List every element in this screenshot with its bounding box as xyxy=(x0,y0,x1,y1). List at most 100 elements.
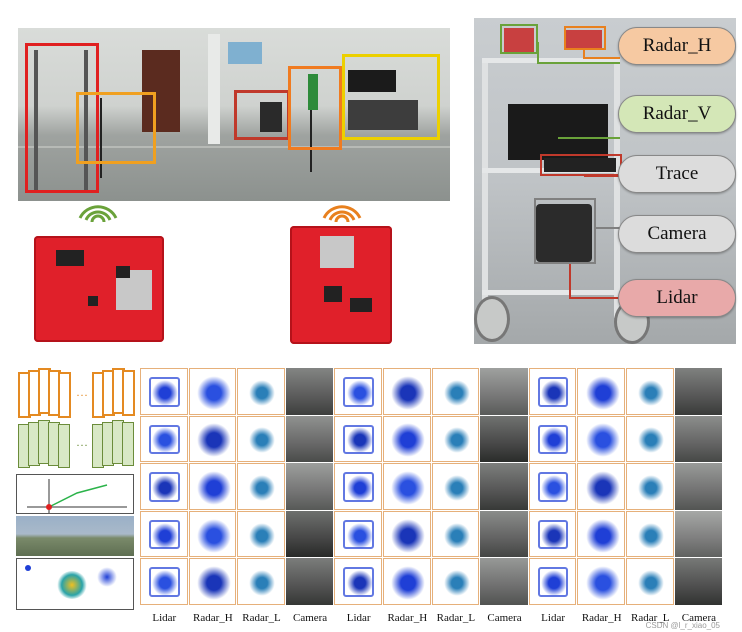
lidar-map-thumb xyxy=(140,510,188,558)
camera-frame-thumb xyxy=(480,558,528,605)
frame-top xyxy=(482,58,620,63)
watermark: CSDN @l_r_xiao_05 xyxy=(645,621,720,630)
radar-l-map-thumb xyxy=(237,558,285,605)
radar-l-map-thumb xyxy=(431,368,480,415)
lidar-map-thumb xyxy=(528,463,577,510)
lidar-map-thumb xyxy=(528,368,577,415)
chip xyxy=(324,286,342,302)
wifi-green-icon xyxy=(78,205,118,223)
radar-l-map-thumb xyxy=(626,510,674,558)
grid-column-label: Camera xyxy=(487,612,522,624)
chair xyxy=(260,102,282,132)
radar-l-map-thumb xyxy=(237,510,285,558)
radar-h-map-thumb xyxy=(188,368,237,415)
lidar-map-thumb xyxy=(528,510,577,558)
radar-l-map-thumb xyxy=(626,415,674,463)
camera-frame-thumb xyxy=(285,415,334,463)
camera-frame-thumb xyxy=(674,463,723,510)
radar-v-device xyxy=(566,30,602,48)
camera-frame-thumb xyxy=(674,558,723,605)
camera-frame-thumb xyxy=(480,463,528,510)
camera-frame-thumb xyxy=(285,558,334,605)
radar-h-map-thumb xyxy=(188,463,237,510)
radar-l-map-thumb xyxy=(431,558,480,605)
detection-box-ladder xyxy=(25,43,99,193)
camera-frame-thumb xyxy=(674,415,723,463)
lidar-map-thumb xyxy=(334,415,382,463)
camera-frame-thumb xyxy=(480,368,528,415)
grid-column-label: Radar_H xyxy=(581,612,622,624)
radar-h-map-thumb xyxy=(383,558,431,605)
radar-h-map-thumb xyxy=(188,558,237,605)
indoor-scene-photo xyxy=(18,28,450,201)
frame-bottom xyxy=(482,290,620,295)
grid-column-label: Radar_H xyxy=(193,612,233,624)
antenna-pad xyxy=(320,236,354,268)
radar-h-map-thumb xyxy=(188,415,237,463)
pillar xyxy=(208,34,220,144)
radar-h-map-thumb xyxy=(577,415,625,463)
radar-h-device xyxy=(504,28,534,52)
tripod-1 xyxy=(100,98,102,178)
radar-l-map-thumb xyxy=(237,415,285,463)
lidar-map-thumb xyxy=(140,368,188,415)
camera-frame-thumb xyxy=(285,463,334,510)
detection-box-board xyxy=(288,66,342,150)
label-lidar: Lidar xyxy=(618,279,736,317)
label-radar-h: Radar_H xyxy=(618,27,736,65)
lidar-map-thumb xyxy=(140,463,188,510)
outdoor-photo-thumb xyxy=(16,516,134,556)
lidar-map-thumb xyxy=(334,463,382,510)
grid-column-label: Radar_H xyxy=(387,612,428,624)
radar-h-map-thumb xyxy=(383,510,431,558)
camera-frame-thumb xyxy=(285,368,334,415)
radar-h-map-thumb xyxy=(577,368,625,415)
radar-board-horizontal xyxy=(34,236,164,342)
radar-l-map-thumb xyxy=(626,463,674,510)
radar-h-map-thumb xyxy=(383,463,431,510)
grid-column-label: Radar_L xyxy=(436,612,476,624)
detection-box-chair xyxy=(234,90,290,140)
lidar-map-thumb xyxy=(140,558,188,605)
grid-column-label: Lidar xyxy=(346,612,371,624)
radar-frames-stack: ··· xyxy=(16,368,135,420)
lidar-map-thumb xyxy=(528,415,577,463)
grid-column-label: Radar_L xyxy=(242,612,281,624)
camera-frame-thumb xyxy=(674,510,723,558)
mecanum-wheel-left xyxy=(474,296,510,342)
grid-column-label: Radar_L xyxy=(631,612,670,624)
detection-box-tripod xyxy=(76,92,156,164)
trace-unit xyxy=(544,158,616,172)
camera-frame-thumb xyxy=(285,510,334,558)
wifi-orange-icon xyxy=(322,205,362,223)
camera-unit xyxy=(536,204,592,262)
label-radar-v: Radar_V xyxy=(618,95,736,133)
monitor xyxy=(348,70,396,92)
ladder xyxy=(34,50,88,190)
radar-l-map-thumb xyxy=(431,463,480,510)
chip xyxy=(116,266,130,278)
grid-column-label: Camera xyxy=(292,612,328,624)
grid-column-label: Lidar xyxy=(152,612,177,624)
lidar-map-thumb xyxy=(140,415,188,463)
radar-h-map-thumb xyxy=(383,368,431,415)
desk-equipment xyxy=(348,100,418,130)
lidar-map-thumb xyxy=(334,510,382,558)
radar-h-map-thumb xyxy=(577,558,625,605)
frame-post-right xyxy=(614,58,620,318)
wall-poster xyxy=(228,42,262,64)
radar-l-map-thumb xyxy=(237,463,285,510)
radar-h-map-thumb xyxy=(383,415,431,463)
radar-board-vertical xyxy=(290,226,392,344)
green-board xyxy=(308,74,318,110)
pointcloud-thumb xyxy=(16,558,134,610)
monitor xyxy=(508,104,608,160)
radar-h-map-thumb xyxy=(577,463,625,510)
connector-lines xyxy=(537,42,620,299)
lidar-map-thumb xyxy=(528,558,577,605)
camera-frame-thumb xyxy=(480,415,528,463)
lidar-map-thumb xyxy=(334,558,382,605)
grid-column-label: Camera xyxy=(681,612,716,624)
camera-frame-thumb xyxy=(480,510,528,558)
frame-post-left xyxy=(482,58,488,318)
